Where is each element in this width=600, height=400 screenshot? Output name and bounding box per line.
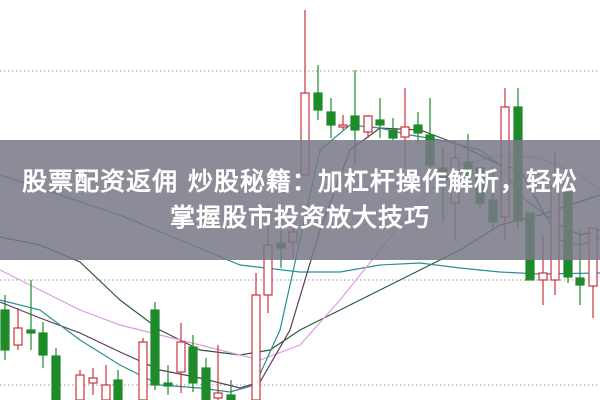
- candle-up: [400, 126, 410, 138]
- candle-down: [388, 129, 398, 139]
- candle-down: [26, 329, 36, 334]
- candle-down: [226, 394, 236, 400]
- candle-down: [413, 124, 423, 134]
- candle-up: [338, 124, 348, 128]
- candle-up: [251, 294, 261, 400]
- candle-down: [113, 379, 123, 400]
- candle-up: [538, 272, 548, 281]
- candle-down: [575, 277, 585, 286]
- candle-down: [375, 119, 385, 126]
- candle-up: [88, 377, 98, 384]
- candle-down: [51, 355, 61, 400]
- candle-up: [213, 392, 223, 399]
- candle-down: [0, 309, 10, 351]
- candle-up: [363, 115, 373, 133]
- candle-down: [313, 92, 323, 111]
- candle-up: [75, 374, 85, 400]
- candle-down: [150, 309, 160, 386]
- headline-banner: 股票配资返佣 炒股秘籍：加杠杆操作解析，轻松 掌握股市投资放大技巧: [0, 140, 600, 260]
- candle-down: [201, 367, 211, 400]
- candle-down: [326, 111, 336, 126]
- headline-line-1: 股票配资返佣 炒股秘籍：加杠杆操作解析，轻松: [22, 167, 578, 196]
- headline-line-2: 掌握股市投资放大技巧: [169, 203, 430, 232]
- candle-down: [188, 346, 198, 384]
- candle-up: [138, 341, 148, 400]
- candle-up: [176, 341, 186, 373]
- candle-up: [101, 384, 111, 400]
- candle-down: [350, 115, 360, 131]
- candle-down: [38, 332, 48, 356]
- candle-down: [163, 382, 173, 387]
- candle-up: [13, 327, 23, 346]
